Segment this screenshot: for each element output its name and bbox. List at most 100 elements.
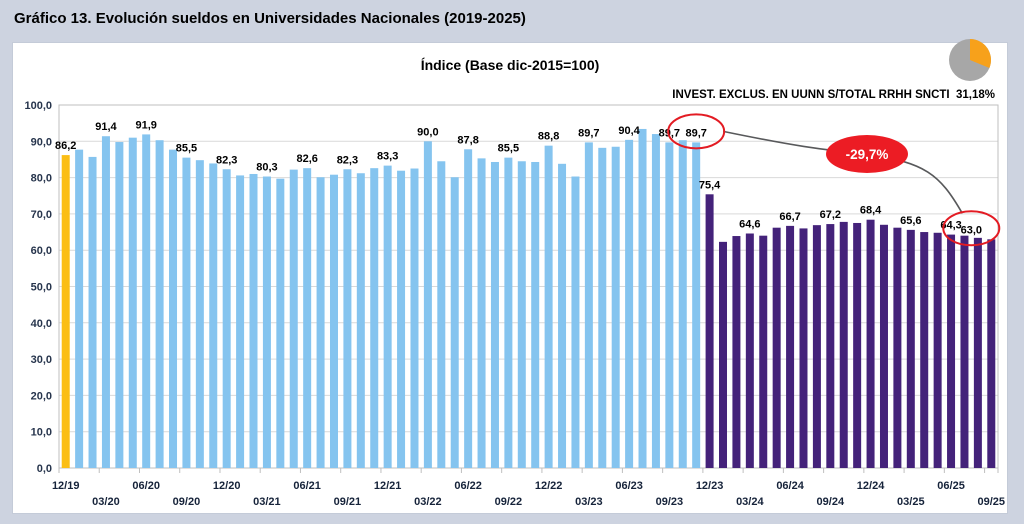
bar-11/20	[209, 163, 218, 468]
x-axis-tick-label: 12/22	[535, 480, 563, 492]
bar-09/23	[665, 142, 674, 468]
bar-07/23	[638, 128, 647, 468]
bar-03/20	[101, 136, 110, 468]
data-label-03/20: 91,4	[95, 121, 117, 133]
bar-02/21	[249, 173, 258, 468]
data-label-12/23: 75,4	[699, 179, 721, 191]
bar-01/25	[879, 224, 888, 468]
data-label-06/23: 90,4	[618, 125, 640, 137]
x-axis-tick-label: 06/21	[293, 480, 321, 492]
bar-02/20	[88, 156, 97, 468]
highlight-circle-09/25	[942, 210, 1001, 247]
bar-09/21	[343, 169, 352, 468]
bar-09/25	[987, 239, 996, 468]
pie-slice	[970, 39, 991, 68]
data-label-06/24: 66,7	[779, 211, 800, 223]
bar-06/20	[142, 134, 151, 468]
page-title: Gráfico 13. Evolución sueldos en Univers…	[14, 10, 526, 27]
data-label-09/25: 63,0	[961, 224, 982, 236]
y-axis-tick-label: 0,0	[37, 463, 52, 475]
x-axis-tick-label: 06/20	[132, 480, 160, 492]
bar-07/21	[316, 177, 325, 468]
bar-05/23	[611, 146, 620, 468]
bar-06/23	[625, 139, 634, 468]
data-label-12/21: 83,3	[377, 151, 398, 163]
bar-06/21	[303, 168, 312, 469]
x-axis-tick-label: 12/24	[857, 480, 885, 492]
x-axis-tick-label: 03/25	[897, 496, 925, 508]
x-axis-tick-label: 03/24	[736, 496, 764, 508]
bar-06/24	[786, 225, 795, 468]
bar-05/25	[933, 232, 942, 468]
bar-07/25	[960, 235, 969, 468]
x-axis-tick-label: 09/23	[656, 496, 684, 508]
data-label-11/23: 89,7	[685, 127, 706, 139]
pie-icon-svg	[949, 39, 991, 81]
y-axis-tick-label: 10,0	[31, 427, 52, 439]
bar-05/21	[289, 169, 298, 468]
bar-02/25	[893, 227, 902, 468]
bar-03/22	[423, 141, 432, 469]
bar-05/20	[128, 137, 137, 469]
data-label-06/20: 91,9	[135, 119, 156, 131]
y-axis-tick-label: 100,0	[24, 100, 52, 112]
bar-03/25	[906, 229, 915, 468]
bar-chart: 0,0 10,0 20,0 30,0 40,0 50,0 60,0 70,0 80,0 90,0 1…	[24, 100, 1005, 508]
bar-04/25	[920, 232, 929, 468]
bar-08/24	[812, 225, 821, 468]
callout-label: -29,7%	[846, 147, 889, 162]
bar-08/25	[973, 237, 982, 468]
x-axis-tick-label: 09/24	[817, 496, 845, 508]
data-label-06/22: 87,8	[457, 134, 478, 146]
bar-04/24	[759, 235, 768, 468]
bar-05/22	[450, 177, 459, 468]
bar-02/24	[732, 236, 741, 468]
bar-02/22	[410, 168, 419, 468]
y-axis-tick-label: 60,0	[31, 245, 52, 257]
data-label-12/22: 88,8	[538, 131, 559, 143]
y-axis-tick-label: 20,0	[31, 390, 52, 402]
bar-04/21	[276, 178, 285, 468]
callout-ellipse	[826, 135, 908, 173]
x-axis-tick-label: 12/20	[213, 480, 241, 492]
plot-border	[58, 104, 999, 469]
data-label-09/21: 82,3	[337, 154, 358, 166]
data-label-06/21: 82,6	[296, 153, 317, 165]
bar-11/21	[370, 168, 379, 469]
y-axis-tick-label: 50,0	[31, 282, 52, 294]
bar-01/21	[236, 175, 245, 468]
x-axis-tick-label: 09/20	[173, 496, 201, 508]
y-axis-tick-label: 40,0	[31, 318, 52, 330]
bar-08/20	[169, 149, 178, 469]
bar-02/23	[571, 176, 580, 469]
bar-04/22	[437, 161, 446, 468]
bar-12/23	[705, 194, 714, 468]
bar-10/20	[195, 160, 204, 468]
bar-12/22	[544, 145, 553, 468]
data-label-03/25: 65,6	[900, 215, 921, 227]
data-label-12/24: 68,4	[860, 205, 882, 217]
bar-09/20	[182, 157, 191, 468]
x-axis-tick-label: 09/22	[495, 496, 523, 508]
bar-09/22	[504, 157, 513, 468]
chart-annotation-note: INVEST. EXCLUS. EN UUNN S/TOTAL RRHH SNC…	[672, 89, 995, 101]
bar-01/24	[719, 241, 728, 468]
y-axis-tick-label: 70,0	[31, 209, 52, 221]
bar-04/20	[115, 142, 124, 468]
bar-10/23	[678, 140, 687, 468]
bar-08/21	[329, 174, 338, 469]
data-label-09/22: 85,5	[498, 143, 519, 155]
x-axis-tick-label: 06/25	[937, 480, 965, 492]
bar-12/21	[383, 165, 392, 468]
bar-11/24	[853, 222, 862, 468]
data-label-03/24: 64,6	[739, 219, 760, 231]
data-label-12/20: 82,3	[216, 154, 237, 166]
x-axis-tick-label: 09/21	[334, 496, 362, 508]
x-axis-tick-label: 12/19	[52, 480, 80, 492]
bar-11/22	[531, 161, 540, 468]
bar-03/21	[262, 176, 271, 469]
bar-10/22	[517, 161, 526, 468]
x-axis-tick-label: 03/20	[92, 496, 120, 508]
data-label-03/23: 89,7	[578, 127, 599, 139]
